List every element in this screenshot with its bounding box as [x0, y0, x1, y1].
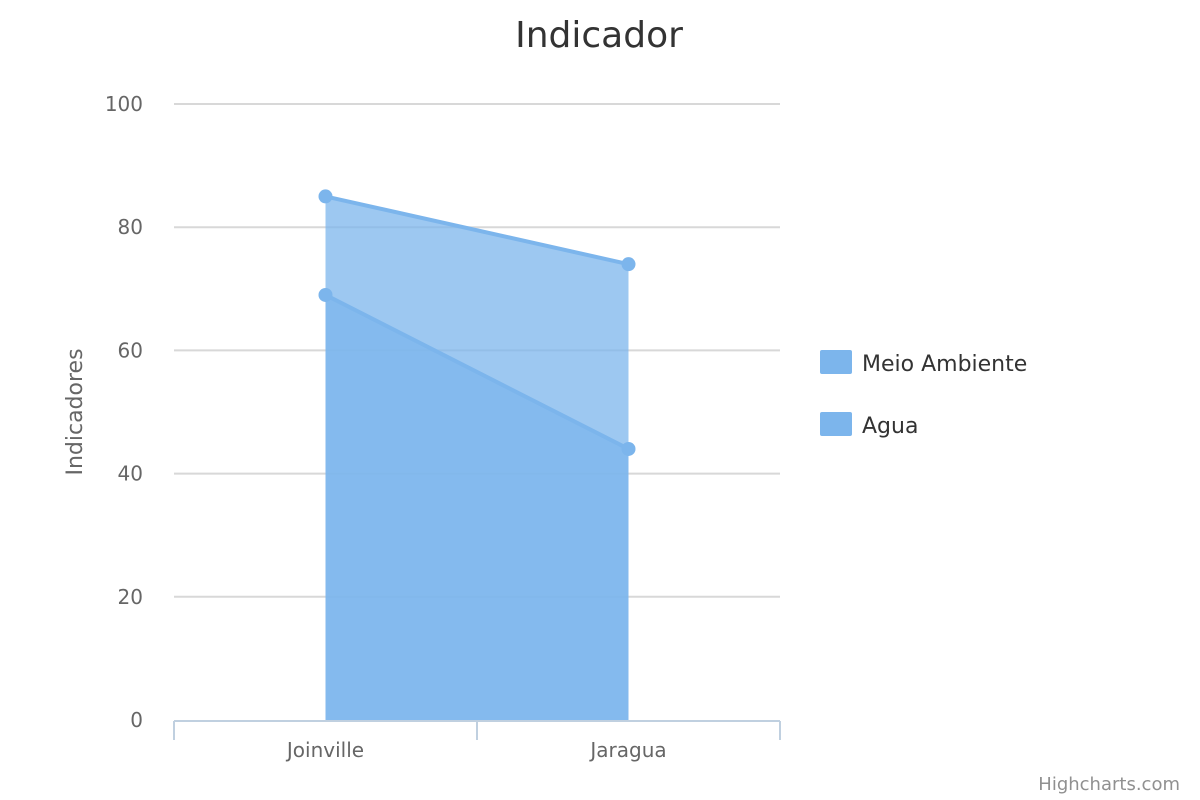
y-tick-label: 100: [105, 92, 143, 116]
y-axis-title: Indicadores: [63, 348, 88, 475]
series-line: [325, 194, 629, 267]
credits-link[interactable]: Highcharts.com: [1038, 774, 1180, 795]
legend-item[interactable]: Agua: [820, 412, 918, 439]
y-tick-label: 40: [118, 462, 143, 486]
x-tick-label: Joinville: [285, 738, 364, 762]
data-point: [621, 257, 636, 272]
series-areas: [325, 196, 629, 720]
data-point: [318, 189, 333, 204]
series-lines: [324, 194, 630, 451]
chart-title: Indicador: [515, 15, 683, 56]
data-point: [318, 287, 333, 302]
legend-swatch: [820, 412, 852, 436]
x-axis-ticks: Joinville Jaragua: [285, 738, 667, 762]
data-point: [621, 441, 636, 456]
x-tick-label: Jaragua: [588, 738, 666, 762]
y-tick-label: 60: [118, 338, 143, 362]
y-tick-label: 80: [118, 215, 143, 239]
series-area: [325, 294, 629, 720]
legend-swatch: [820, 350, 852, 374]
legend: Meio Ambiente Agua: [820, 350, 1027, 439]
legend-item[interactable]: Meio Ambiente: [820, 350, 1027, 377]
x-axis: [173, 720, 781, 740]
y-tick-label: 20: [118, 585, 143, 609]
legend-label: Meio Ambiente: [862, 352, 1027, 377]
series-points: [318, 189, 636, 456]
y-axis-ticks: 0 20 40 60 80 100: [105, 92, 143, 732]
series-line: [324, 293, 630, 451]
legend-label: Agua: [862, 414, 918, 439]
y-tick-label: 0: [130, 708, 143, 732]
